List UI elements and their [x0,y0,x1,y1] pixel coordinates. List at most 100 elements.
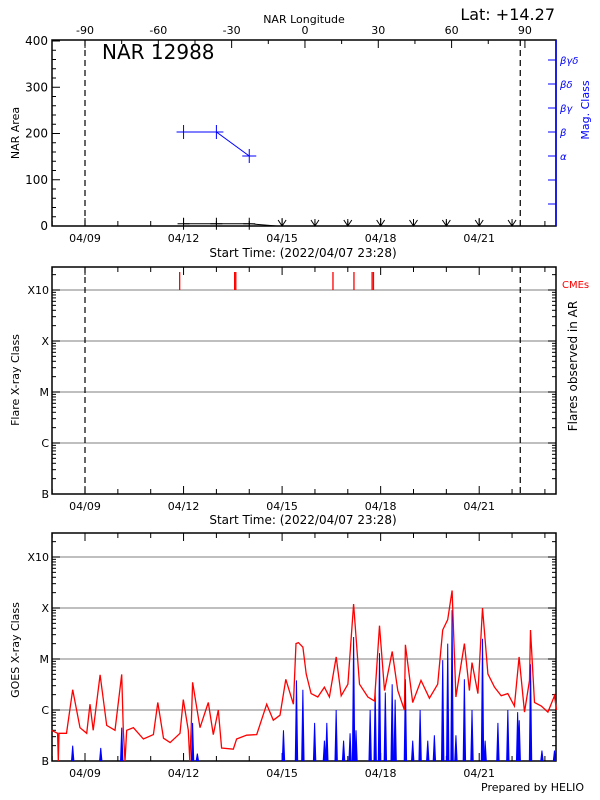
time-tick-label: 04/18 [365,767,397,780]
longitude-tick-label: -30 [223,24,241,37]
longitude-tick-label: -90 [76,24,94,37]
goes-short-channel-spike [377,653,382,762]
area-tick-label: 0 [40,219,48,233]
area-zero-arrow-marker [441,219,451,227]
goes-short-channel-spike [70,745,75,762]
goes-short-channel-spike [195,753,200,762]
class-tick-label: X [41,602,49,615]
goes-short-channel-spike [351,636,356,762]
class-tick-label: X10 [27,551,49,564]
goes-short-channel-spike [496,722,500,762]
time-tick-label: 04/18 [365,232,397,245]
goes-short-channel-spike [432,735,437,762]
goes-short-channel-spike [281,730,286,762]
lat-label: Lat: +14.27 [460,5,555,24]
class-tick-label: M [40,653,50,666]
time-tick-label: 04/12 [168,767,200,780]
goes-short-channel-spike [411,740,415,762]
flares-observed-axis-label: Flares observed in AR [566,301,580,431]
longitude-tick-label: -60 [149,24,167,37]
goes-short-channel-spike [190,722,195,762]
class-tick-label: B [41,488,49,501]
goes-short-channel-spike [552,750,557,762]
goes-short-channel-spike [312,722,317,762]
longitude-tick-label: 60 [445,24,459,37]
goes-short-channel-spike [301,689,305,762]
time-tick-label: 04/21 [463,767,495,780]
longitude-tick-label: 90 [518,24,532,37]
time-tick-label: 04/18 [365,500,397,513]
nar-area-axis-label: NAR Area [9,107,22,159]
area-zero-arrow-marker [376,219,386,227]
time-tick-label: 04/09 [69,232,101,245]
mag-class-axis-label: Mag. Class [579,80,592,139]
mag-class-tick-label: βδ [559,80,573,91]
mag-class-tick-label: βγδ [559,56,578,67]
goes-short-channel-spike [462,679,467,762]
goes-short-channel-spike [383,692,388,762]
time-tick-label: 04/21 [463,500,495,513]
longitude-tick-label: 30 [371,24,385,37]
area-zero-arrow-marker [310,219,320,227]
goes-short-channel-spike [483,740,487,762]
mag-class-point-marker [209,125,224,139]
cmes-label: CMEs [562,280,589,291]
area-series-line [183,223,277,227]
goes-short-channel-spike [506,709,510,762]
class-tick-label: B [41,755,49,768]
time-tick-label: 04/09 [69,767,101,780]
flare-class-plot-frame [51,266,557,495]
goes-short-channel-spike [390,684,394,762]
goes-short-channel-spike [354,730,358,762]
longitude-axis-title: NAR Longitude [263,13,345,26]
time-axis-title-2: Start Time: (2022/04/07 23:28) [209,513,396,527]
prepared-by-label: Prepared by HELIO [481,781,584,794]
time-tick-label: 04/15 [266,232,298,245]
class-tick-label: C [41,704,49,717]
area-zero-arrow-marker [409,219,418,227]
goes-short-channel-spike [454,735,458,762]
area-zero-arrow-marker [343,219,353,227]
goes-short-channel-spike [348,733,352,762]
goes-short-channel-spike [450,610,454,762]
goes-short-channel-spike [441,660,445,762]
mag-class-tick-label: βγ [559,104,573,115]
area-tick-label: 300 [25,80,48,94]
goes-short-channel-spike [99,747,103,762]
goes-short-channel-spike [368,709,372,762]
area-point-marker [243,217,256,230]
area-zero-arrow-marker [474,219,484,227]
class-tick-label: M [40,386,50,399]
goes-short-channel-spike [446,643,450,762]
mag-class-point-marker [242,149,257,163]
time-axis-title-1: Start Time: (2022/04/07 23:28) [209,246,396,260]
class-tick-label: X [41,335,49,348]
goes-short-channel-spike [517,720,521,762]
goes-long-channel-line [51,590,558,762]
time-tick-label: 04/21 [463,232,495,245]
class-tick-label: C [41,437,49,450]
mag-class-point-marker [176,125,191,139]
goes-short-channel-spike [322,740,327,762]
mag-class-tick-label: β [559,128,567,139]
goes-short-channel-spike [540,750,544,762]
goes-short-channel-spike [325,722,329,762]
time-tick-label: 04/15 [266,500,298,513]
goes-short-channel-spike [528,664,533,762]
area-tick-label: 200 [25,127,48,141]
longitude-tick-label: 0 [301,24,308,37]
goes-class-axis-label: GOES X-ray Class [9,602,22,698]
time-tick-label: 04/15 [266,767,298,780]
area-zero-arrow-marker [277,219,287,227]
ar-title: NAR 12988 [102,40,215,64]
goes-short-channel-spike [294,680,299,762]
goes-short-channel-spike [418,709,422,762]
area-tick-label: 100 [25,173,48,187]
time-tick-label: 04/12 [168,232,200,245]
flare-class-axis-label: Flare X-ray Class [9,334,22,426]
area-point-marker [210,217,223,230]
time-tick-label: 04/09 [69,500,101,513]
area-point-marker [177,217,190,230]
goes-short-channel-spike [120,727,124,762]
